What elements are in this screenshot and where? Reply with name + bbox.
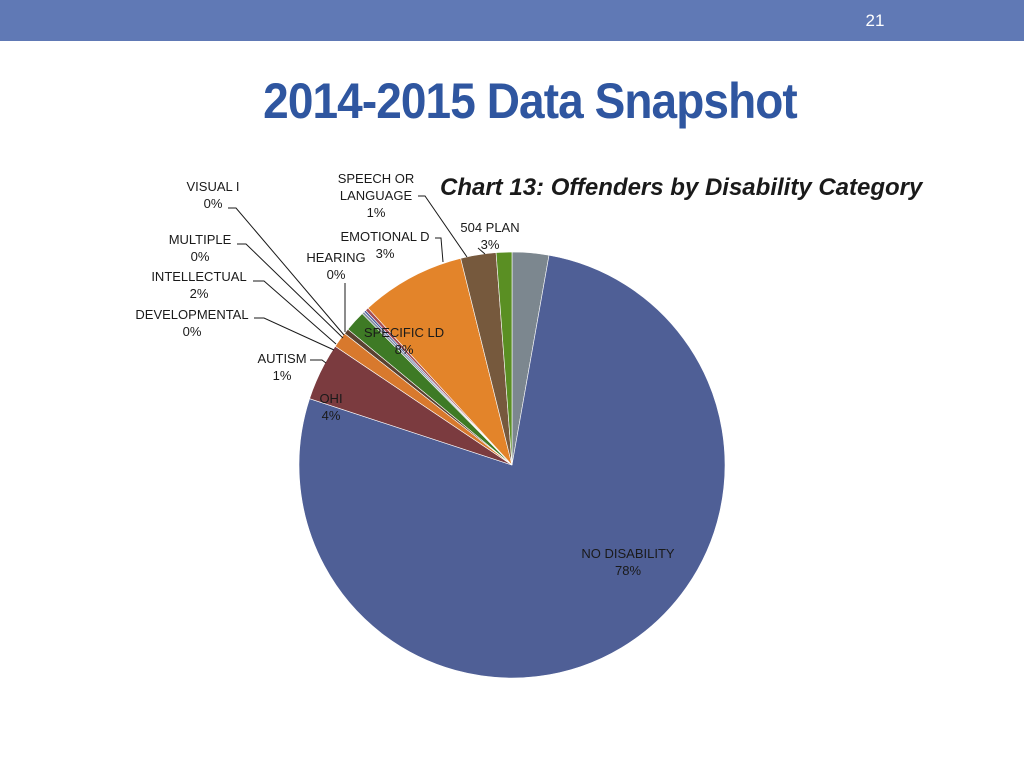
chart-title: Chart 13: Offenders by Disability Catego… xyxy=(440,174,923,201)
leader-line-autism xyxy=(310,359,327,364)
data-label-504-plan: 504 PLAN 3% xyxy=(460,220,519,252)
leader-line-speech-or-language xyxy=(418,195,468,258)
data-label-autism: AUTISM 1% xyxy=(257,351,306,383)
data-label-multiple: MULTIPLE 0% xyxy=(169,232,232,264)
data-label-visual-i: VISUAL I 0% xyxy=(187,179,240,211)
data-label-specific-ld: SPECIFIC LD 8% xyxy=(364,325,444,357)
data-label-developmental: DEVELOPMENTAL 0% xyxy=(135,307,248,339)
pie-slice-speech-or-language xyxy=(495,251,513,466)
data-label-hearing: HEARING 0% xyxy=(306,250,365,282)
header-bar: 21 xyxy=(0,0,1024,41)
leader-line-intellectual xyxy=(253,280,337,345)
data-label-ohi: OHI 4% xyxy=(319,391,342,423)
pie-slice-no-disability xyxy=(298,254,726,679)
leader-line-504-plan xyxy=(477,247,486,255)
page-number: 21 xyxy=(865,11,885,30)
leader-line-emotional-d xyxy=(435,237,444,263)
leader-line-visual-i xyxy=(228,207,345,336)
data-label-speech-or-language: SPEECH OR LANGUAGE 1% xyxy=(338,171,415,220)
data-label-no-disability: NO DISABILITY 78% xyxy=(581,546,675,578)
leader-line-developmental xyxy=(254,317,335,351)
data-label-intellectual: INTELLECTUAL 2% xyxy=(151,269,246,301)
pie-slice-specific-ld xyxy=(367,257,513,466)
data-label-emotional-d: EMOTIONAL D 3% xyxy=(340,229,429,261)
slide-title: 2014-2015 Data Snapshot xyxy=(263,73,798,129)
leader-line-multiple xyxy=(237,243,344,339)
